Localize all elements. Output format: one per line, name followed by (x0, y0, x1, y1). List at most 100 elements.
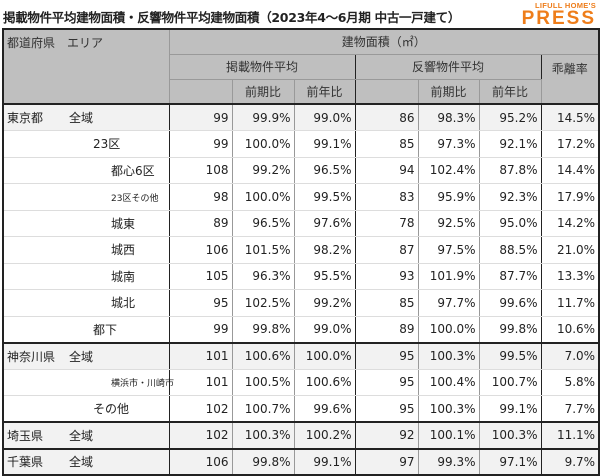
area-label: 横浜市・川崎市 (111, 379, 175, 390)
listed-yoy-cell: 95.5% (293, 262, 356, 290)
region-cell: 神奈川県 全域 (2, 341, 170, 370)
response-qoq-cell: 100.3% (417, 395, 480, 423)
listed-yoy-cell: 96.5% (293, 156, 356, 184)
response-yoy-cell: 99.6% (478, 289, 542, 317)
gap-rate-cell: 21.0% (540, 236, 600, 264)
response-qoq-cell: 102.4% (417, 156, 480, 184)
listed-yoy-cell: 99.6% (293, 395, 356, 423)
listed-average-cell: 102 (168, 395, 233, 423)
listed-yoy-cell: 99.2% (293, 289, 356, 317)
region-cell: その他 (2, 395, 170, 423)
gap-rate-cell: 13.3% (540, 262, 600, 290)
gap-rate-cell: 9.7% (540, 447, 600, 476)
response-average-cell: 89 (354, 315, 419, 343)
listed-qoq-cell: 96.5% (231, 209, 295, 237)
table-row: 都下 99 99.8% 99.0% 89 100.0% 99.8% 10.6% (2, 315, 600, 343)
logo-line1: LIFULL HOME'S (535, 1, 596, 10)
listed-yoy-cell: 99.0% (293, 315, 356, 343)
listed-average-cell: 101 (168, 341, 233, 370)
response-average-cell: 95 (354, 395, 419, 423)
table-row: 神奈川県 全域 101 100.6% 100.0% 95 100.3% 99.5% 7.0% (2, 341, 600, 370)
listed-yoy-cell: 99.1% (293, 447, 356, 476)
response-yoy-cell: 97.1% (478, 447, 542, 476)
building-area-table: 都道府県 エリア 建物面積（㎡） 掲載物件平均 反響物件平均 乖離率 前期比 前… (2, 28, 600, 476)
header-response-average: 反響物件平均 (354, 53, 542, 80)
table-row: 城北 95 102.5% 99.2% 85 97.7% 99.6% 11.7% (2, 289, 600, 317)
listed-qoq-cell: 99.8% (231, 315, 295, 343)
response-average-cell: 85 (354, 130, 419, 158)
area-label: 城南 (111, 269, 136, 284)
gap-rate-cell: 14.2% (540, 209, 600, 237)
response-average-cell: 95 (354, 368, 419, 396)
response-average-cell: 86 (354, 103, 419, 131)
listed-yoy-cell: 97.6% (293, 209, 356, 237)
response-average-cell: 93 (354, 262, 419, 290)
response-yoy-cell: 87.7% (478, 262, 542, 290)
listed-average-cell: 106 (168, 236, 233, 264)
response-qoq-cell: 92.5% (417, 209, 480, 237)
area-label: 都心6区 (111, 163, 155, 178)
area-label: 城北 (111, 296, 136, 311)
region-cell: 都下 (2, 315, 170, 343)
listed-average-cell: 99 (168, 130, 233, 158)
listed-yoy-cell: 99.0% (293, 103, 356, 131)
listed-yoy-cell: 99.5% (293, 183, 356, 211)
region-cell: 23区その他 (2, 183, 170, 211)
table-row: 城南 105 96.3% 95.5% 93 101.9% 87.7% 13.3% (2, 262, 600, 290)
header-region: 都道府県 エリア (2, 28, 170, 105)
header-response-qoq: 前期比 (417, 78, 480, 105)
area-label: 全域 (69, 111, 94, 125)
area-label: 全域 (69, 455, 94, 470)
listed-qoq-cell: 100.5% (231, 368, 295, 396)
response-average-cell: 85 (354, 289, 419, 317)
response-qoq-cell: 95.9% (417, 183, 480, 211)
listed-average-cell: 89 (168, 209, 233, 237)
region-cell: 都心6区 (2, 156, 170, 184)
table-row: 東京都 全域 99 99.9% 99.0% 86 98.3% 95.2% 14.5% (2, 103, 600, 131)
listed-qoq-cell: 100.7% (231, 395, 295, 423)
response-qoq-cell: 100.1% (417, 421, 480, 449)
header-response-yoy: 前年比 (478, 78, 542, 105)
response-yoy-cell: 99.1% (478, 395, 542, 423)
response-qoq-cell: 98.3% (417, 103, 480, 131)
header-listed-average: 掲載物件平均 (168, 53, 356, 80)
region-cell: 千葉県 全域 (2, 447, 170, 476)
response-yoy-cell: 100.7% (478, 368, 542, 396)
area-label: 全域 (69, 428, 94, 443)
table-row: 都心6区 108 99.2% 96.5% 94 102.4% 87.8% 14.4% (2, 156, 600, 184)
listed-average-cell: 99 (168, 315, 233, 343)
area-label: 全域 (69, 349, 94, 364)
listed-qoq-cell: 99.2% (231, 156, 295, 184)
table-row: 23区 99 100.0% 99.1% 85 97.3% 92.1% 17.2% (2, 130, 600, 158)
response-average-cell: 78 (354, 209, 419, 237)
response-yoy-cell: 92.1% (478, 130, 542, 158)
table-row: 23区その他 98 100.0% 99.5% 83 95.9% 92.3% 17.9% (2, 183, 600, 211)
region-cell: 23区 (2, 130, 170, 158)
response-qoq-cell: 97.3% (417, 130, 480, 158)
gap-rate-cell: 10.6% (540, 315, 600, 343)
region-cell: 城南 (2, 262, 170, 290)
listed-yoy-cell: 100.6% (293, 368, 356, 396)
listed-qoq-cell: 96.3% (231, 262, 295, 290)
listed-qoq-cell: 102.5% (231, 289, 295, 317)
prefecture-label: 埼玉県 (7, 428, 44, 443)
gap-rate-cell: 14.5% (540, 103, 600, 131)
table-row: その他 102 100.7% 99.6% 95 100.3% 99.1% 7.7% (2, 395, 600, 423)
logo-line2: PRESS (521, 8, 596, 29)
prefecture-label: 東京都 (7, 111, 44, 125)
page-title: 掲載物件平均建物面積・反響物件平均建物面積（2023年4～6月期 中古一戸建て） (3, 10, 461, 25)
header-listed-yoy: 前年比 (293, 78, 356, 105)
response-average-cell: 95 (354, 341, 419, 370)
response-qoq-cell: 97.5% (417, 236, 480, 264)
lifull-homes-press-logo: LIFULL HOME'S PRESS (522, 1, 596, 28)
listed-qoq-cell: 100.3% (231, 421, 295, 449)
region-cell: 東京都 全域 (2, 103, 170, 131)
gap-rate-cell: 11.1% (540, 421, 600, 449)
area-label: 都下 (93, 322, 118, 337)
response-average-cell: 87 (354, 236, 419, 264)
response-yoy-cell: 99.8% (478, 315, 542, 343)
area-label: 城東 (111, 216, 136, 231)
response-qoq-cell: 100.0% (417, 315, 480, 343)
listed-average-cell: 105 (168, 262, 233, 290)
response-yoy-cell: 100.3% (478, 421, 542, 449)
